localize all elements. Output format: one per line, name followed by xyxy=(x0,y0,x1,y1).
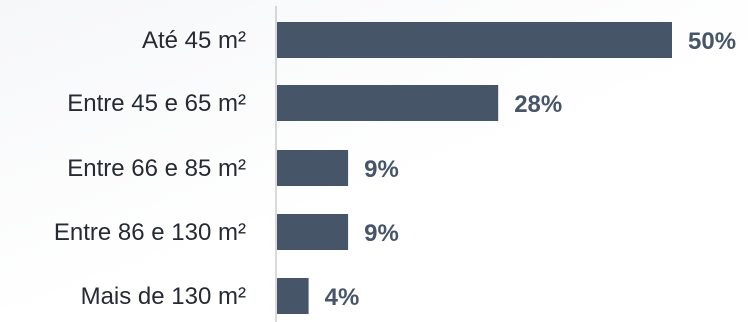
value-label: 9% xyxy=(364,156,399,183)
bar xyxy=(277,22,672,58)
bar xyxy=(277,85,499,121)
value-label: 9% xyxy=(364,220,399,247)
category-label: Até 45 m² xyxy=(142,27,246,54)
value-label: 50% xyxy=(688,28,736,55)
value-labels: 50% 28% 9% 9% 4% xyxy=(325,28,736,311)
category-label: Entre 66 e 85 m² xyxy=(67,155,246,182)
bar xyxy=(277,150,349,186)
category-label: Entre 86 e 130 m² xyxy=(54,219,246,246)
category-label: Entre 45 e 65 m² xyxy=(67,90,246,117)
value-label: 4% xyxy=(325,284,360,311)
bar xyxy=(277,278,309,314)
bars xyxy=(277,22,672,314)
value-label: 28% xyxy=(514,91,562,118)
category-label: Mais de 130 m² xyxy=(81,283,246,310)
bar xyxy=(277,214,349,250)
category-labels: Até 45 m² Entre 45 e 65 m² Entre 66 e 85 m… xyxy=(54,27,246,310)
